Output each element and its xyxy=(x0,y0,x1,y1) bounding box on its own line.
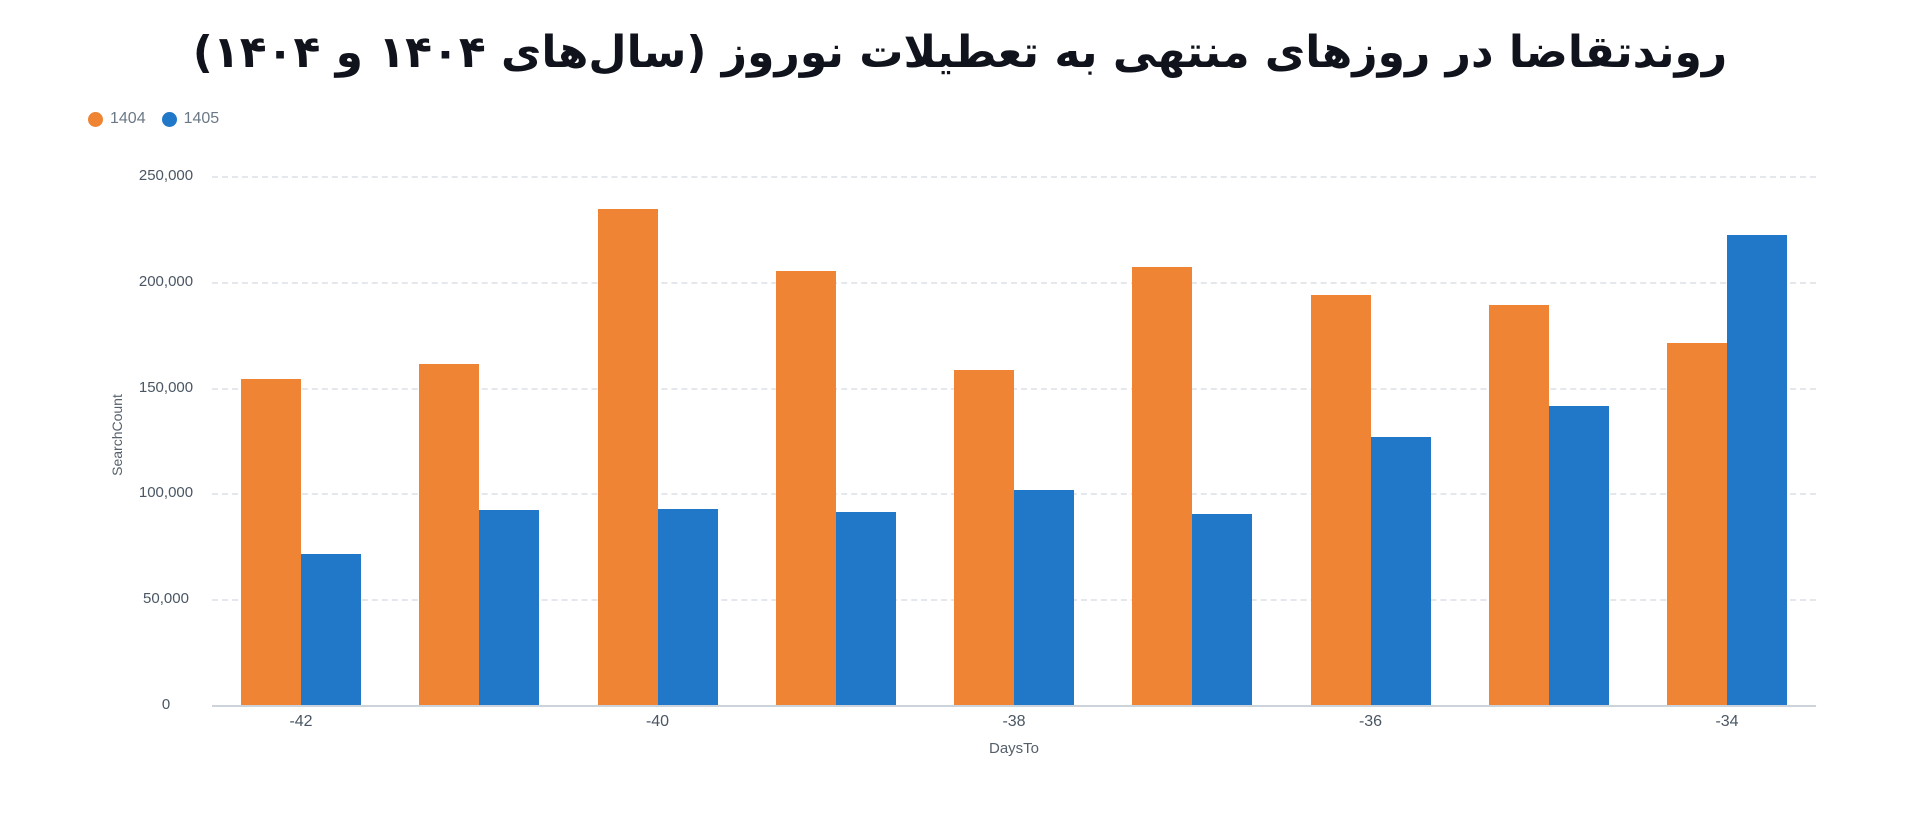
bar-1405-day-37 xyxy=(1192,513,1253,705)
legend: 1404 1405 xyxy=(88,110,219,128)
gridline-200000 xyxy=(212,281,1816,284)
y-tick-label: 250,000 xyxy=(138,167,194,184)
legend-label-1404: 1404 xyxy=(110,110,146,127)
legend-item-1404: 1404 xyxy=(88,110,146,128)
bar-1404-day-40 xyxy=(597,208,658,705)
x-tick-label: -38 xyxy=(1002,713,1026,730)
bar-1404-day-35 xyxy=(1488,305,1549,705)
bar-1405-day-41 xyxy=(479,510,540,705)
x-axis-title: DaysTo xyxy=(988,740,1040,757)
x-tick-label: -42 xyxy=(289,713,313,730)
y-tick-label: 150,000 xyxy=(138,378,194,396)
gridline-150000 xyxy=(212,387,1816,390)
x-tick-label: -40 xyxy=(645,713,670,730)
y-tick-label: 200,000 xyxy=(138,272,194,290)
legend-label-1405: 1405 xyxy=(183,110,220,127)
bar-1404-day-39 xyxy=(775,271,836,705)
bar-1405-day-39 xyxy=(835,512,896,705)
legend-dot-1405-icon xyxy=(161,111,177,127)
bar-1405-day-38 xyxy=(1014,490,1074,705)
bar-1405-day-35 xyxy=(1548,405,1609,705)
plot-area: 0 50,000 100,000 150,000 200,000 250,000 -42 -4… xyxy=(139,167,1816,730)
chart-title: روندتقاضا در روزهای منتهی به تعطیلات نور… xyxy=(192,27,1728,78)
bar-1404-day-41 xyxy=(419,364,480,705)
bar-1404-day-38 xyxy=(954,369,1014,705)
y-tick-label: 100,000 xyxy=(138,484,194,502)
bar-1405-day-42 xyxy=(301,553,361,705)
bar-1405-day-34 xyxy=(1727,235,1787,705)
x-tick-label: -36 xyxy=(1358,713,1383,730)
bar-1405-day-36 xyxy=(1370,437,1431,705)
gridline-250000 xyxy=(212,176,1816,178)
bar-1405-day-40 xyxy=(657,509,718,705)
legend-item-1405: 1405 xyxy=(161,110,220,128)
y-tick-label: 0 xyxy=(161,696,171,713)
bar-1404-day-34 xyxy=(1667,343,1727,705)
y-tick-label: 50,000 xyxy=(143,590,189,608)
x-tick-label: -34 xyxy=(1715,713,1739,730)
bar-1404-day-42 xyxy=(241,379,301,705)
legend-dot-1404-icon xyxy=(88,111,103,127)
y-axis-title: SearchCount xyxy=(109,394,125,476)
bar-1404-day-37 xyxy=(1132,267,1193,705)
bar-1404-day-36 xyxy=(1310,294,1371,705)
x-axis-baseline xyxy=(212,705,1816,707)
